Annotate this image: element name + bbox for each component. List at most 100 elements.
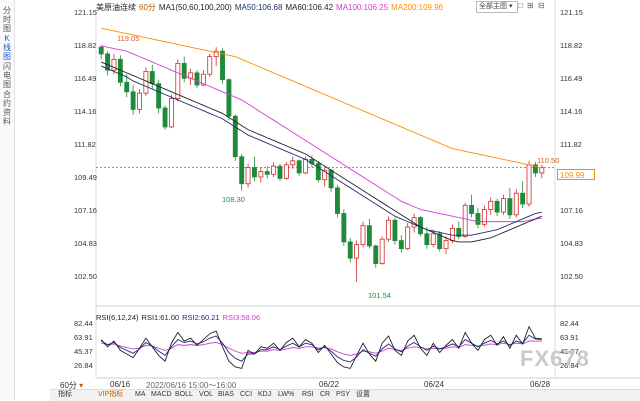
price-tick: 104.83	[74, 239, 97, 248]
candle-body	[271, 165, 277, 175]
price-tick: 121.15	[74, 8, 97, 17]
ma-config: MA1(50,60,100,200)	[158, 3, 232, 12]
candle-body	[386, 219, 391, 240]
tab-flash[interactable]: 闪电图	[3, 62, 11, 89]
candle-body	[149, 71, 155, 85]
annotation-min: 101.54	[368, 291, 391, 300]
rsi1-line	[100, 325, 542, 369]
window-controls[interactable]: □ ⊞ ⊟	[518, 1, 546, 10]
date-tick: 06/22	[319, 380, 340, 389]
period-select[interactable]: 60分 ▾	[60, 380, 83, 391]
candle-body	[354, 244, 360, 259]
candle-body	[200, 73, 206, 86]
indicator-cr[interactable]: CR	[320, 391, 331, 398]
rsi-tick: 63.91	[74, 333, 93, 342]
ma100-value: MA100:106.25	[336, 3, 389, 12]
rsi-tick: 26.84	[560, 361, 579, 370]
candle-body	[373, 245, 379, 264]
candle-body	[181, 62, 187, 79]
price-tick: 118.82	[560, 41, 583, 50]
candle-body	[264, 171, 270, 175]
price-tick: 102.50	[560, 272, 583, 281]
tab-kline[interactable]: K线图	[3, 34, 11, 61]
ma100-line	[101, 45, 542, 223]
main-chart-dropdown-label: 全部主图	[479, 3, 507, 10]
candle-body	[411, 217, 417, 228]
rsi-tick: 82.44	[74, 319, 93, 328]
candle-body	[462, 204, 468, 237]
left-tab-bar: 分时图 K线图 闪电图 合约资料	[0, 0, 15, 400]
candle-body	[277, 165, 283, 179]
indicator-cci[interactable]: CCI	[240, 391, 253, 398]
price-tick: 114.16	[560, 107, 583, 116]
candle-body	[366, 225, 372, 247]
indicator-bar	[50, 389, 640, 401]
candle-body	[239, 156, 245, 185]
date-tick: 06/16	[110, 380, 131, 389]
ma60-line	[101, 61, 542, 243]
watermark-logo: FX678	[520, 346, 590, 371]
indicator-bias[interactable]: BIAS	[218, 391, 234, 398]
candle-body	[392, 219, 398, 241]
tab-contract-info[interactable]: 合约资料	[3, 90, 11, 126]
indicator-vol[interactable]: VOL	[199, 391, 214, 398]
candle-body	[532, 164, 538, 174]
period-label[interactable]: 60分	[139, 3, 156, 12]
current-price-tag: 109.99	[557, 169, 595, 180]
indicator-label: 指标	[58, 391, 72, 398]
price-tick: 109.49	[74, 173, 97, 182]
indicator-kdj[interactable]: KDJ	[258, 391, 272, 398]
rsi2-line	[100, 334, 542, 363]
price-tick: 102.50	[74, 272, 97, 281]
candle-body	[124, 81, 130, 93]
settings-button[interactable]: 设置	[356, 391, 370, 398]
indicator-psy[interactable]: PSY	[336, 391, 351, 398]
candle-body	[360, 225, 366, 246]
rsi-legend: RSI(6,12,24) RSI1:61.00 RSI2:60.21 RSI3:58.…	[96, 313, 263, 322]
candle-body	[213, 50, 219, 58]
indicator-ma[interactable]: MA	[135, 391, 146, 398]
main-chart-dropdown[interactable]: 全部主图 ▾	[476, 1, 518, 13]
candle-body	[430, 233, 436, 246]
candle-body	[322, 169, 328, 181]
candle-body	[143, 71, 149, 94]
price-tick: 111.82	[74, 140, 96, 149]
indicator-lw[interactable]: LW%	[278, 391, 295, 398]
rsi-tick: 26.84	[74, 361, 93, 370]
candle-body	[405, 226, 411, 250]
candle-body	[168, 98, 174, 128]
time-info: 2022/06/16 15:00～16:00	[146, 381, 237, 390]
candle-body	[328, 169, 334, 189]
price-tick: 118.82	[74, 41, 97, 50]
price-tick: 111.82	[560, 140, 582, 149]
chevron-down-icon: ▾	[76, 381, 84, 390]
ma50-line	[101, 65, 542, 236]
ma50-value: MA50:106.68	[234, 3, 283, 12]
period-select-label: 60分	[60, 381, 77, 390]
candle-body	[220, 50, 225, 81]
annotation-high-right: 110.50	[537, 156, 560, 165]
candle-body	[507, 198, 513, 216]
candle-body	[283, 164, 289, 179]
candle-body	[315, 163, 321, 181]
candle-body	[443, 240, 449, 250]
tab-timeshare[interactable]: 分时图	[3, 6, 11, 33]
indicator-boll[interactable]: BOLL	[175, 391, 193, 398]
indicator-macd[interactable]: MACD	[151, 391, 172, 398]
candle-body	[437, 233, 443, 250]
candle-body	[494, 200, 500, 213]
candle-body	[526, 164, 532, 205]
rsi1-value: RSI1:61.00	[141, 313, 180, 322]
rsi-config: RSI(6,12,24)	[96, 313, 139, 322]
indicator-vip[interactable]: VIP指标	[98, 391, 124, 398]
candle-body	[379, 238, 385, 264]
ma200-line	[101, 27, 542, 169]
ma-legend: 美原油连续 60分 MA1(50,60,100,200) MA50:106.68 MA6…	[96, 2, 446, 13]
candle-body	[481, 209, 487, 225]
candle-body	[290, 160, 296, 166]
candle-body	[341, 213, 347, 243]
candle-body	[194, 72, 200, 86]
candle-body	[105, 53, 111, 71]
indicator-rsi[interactable]: RSI	[302, 391, 314, 398]
